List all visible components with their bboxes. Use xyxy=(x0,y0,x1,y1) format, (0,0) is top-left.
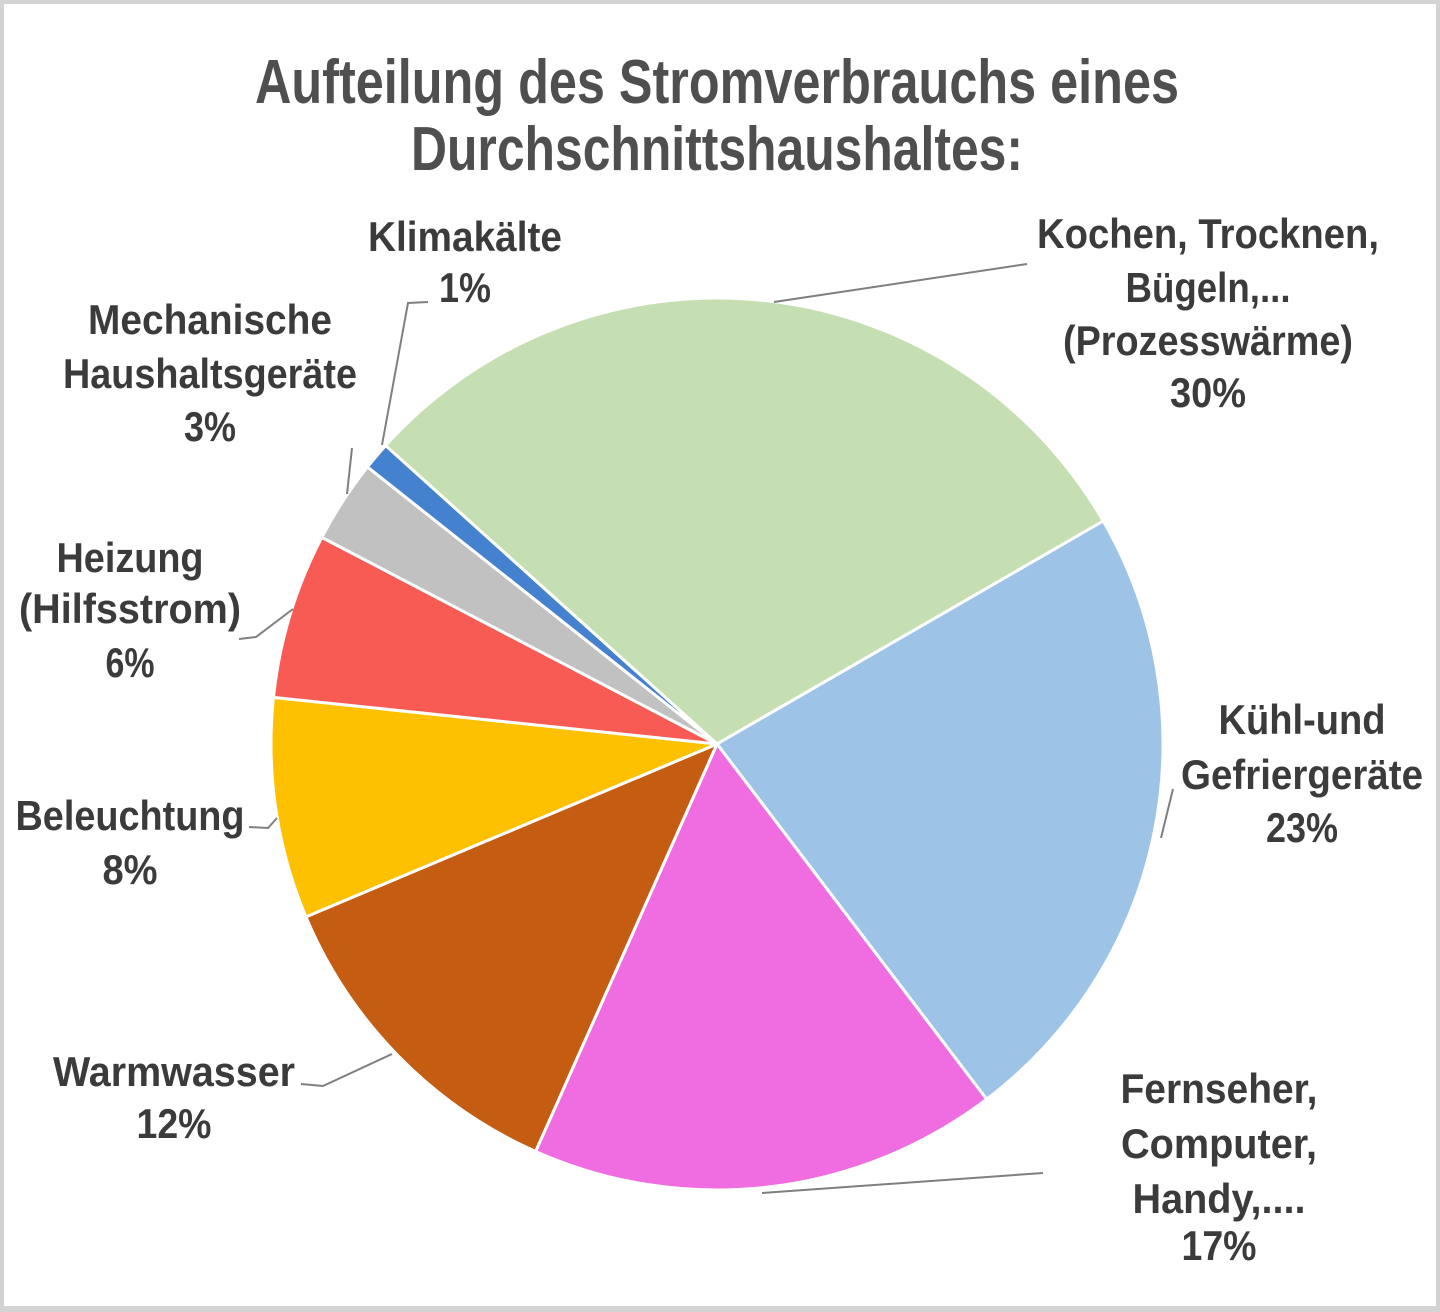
svg-text:8%: 8% xyxy=(103,846,158,893)
svg-text:Handy,....: Handy,.... xyxy=(1133,1175,1306,1222)
svg-text:Gefriergeräte: Gefriergeräte xyxy=(1181,751,1423,798)
svg-text:Heizung: Heizung xyxy=(57,534,204,581)
svg-text:Beleuchtung: Beleuchtung xyxy=(16,792,245,839)
svg-text:3%: 3% xyxy=(184,403,236,450)
svg-text:1%: 1% xyxy=(439,264,491,311)
svg-text:Durchschnittshaushaltes:: Durchschnittshaushaltes: xyxy=(411,115,1023,184)
svg-text:Fernseher,: Fernseher, xyxy=(1121,1065,1318,1112)
svg-text:(Hilfsstrom): (Hilfsstrom) xyxy=(19,585,241,632)
svg-text:Kochen, Trocknen,: Kochen, Trocknen, xyxy=(1037,210,1379,257)
svg-text:Kühl-und: Kühl-und xyxy=(1219,696,1386,743)
svg-text:Haushaltsgeräte: Haushaltsgeräte xyxy=(63,350,357,397)
svg-text:Aufteilung des Stromverbrauchs: Aufteilung des Stromverbrauchs eines xyxy=(255,48,1179,117)
svg-text:Warmwasser: Warmwasser xyxy=(53,1048,295,1095)
svg-text:(Prozesswärme): (Prozesswärme) xyxy=(1063,317,1353,364)
svg-text:Computer,: Computer, xyxy=(1121,1120,1317,1167)
svg-text:17%: 17% xyxy=(1182,1222,1257,1269)
svg-text:Mechanische: Mechanische xyxy=(88,296,332,343)
svg-text:30%: 30% xyxy=(1170,369,1246,416)
svg-text:12%: 12% xyxy=(137,1100,212,1147)
svg-text:Klimakälte: Klimakälte xyxy=(368,213,562,260)
svg-text:6%: 6% xyxy=(106,639,155,686)
svg-text:Bügeln,...: Bügeln,... xyxy=(1126,264,1291,311)
svg-text:23%: 23% xyxy=(1266,804,1338,851)
